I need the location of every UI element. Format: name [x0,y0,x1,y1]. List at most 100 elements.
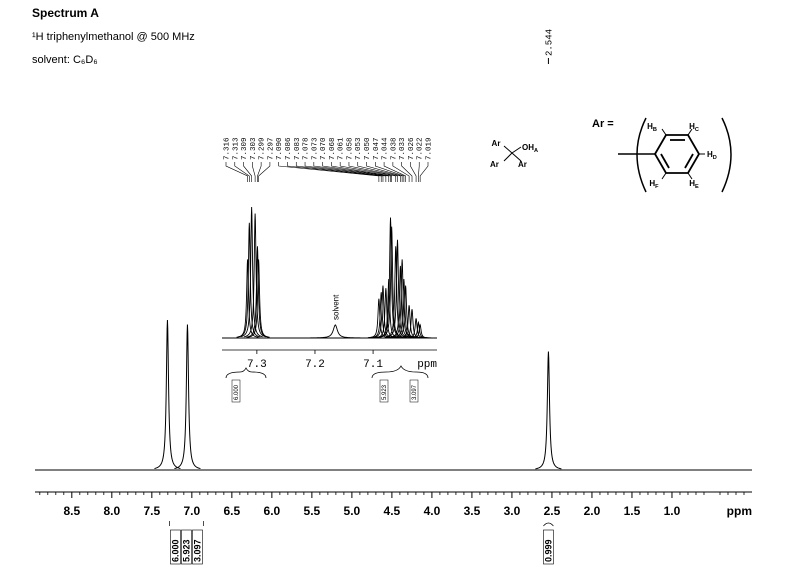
label-connector [243,162,252,182]
bond [503,152,513,162]
x-tick-label: 6.0 [264,504,281,518]
structure-label: HB [647,122,657,133]
bond [687,128,693,136]
x-tick-label: 5.0 [344,504,361,518]
double-bond [660,153,670,169]
structure-label: OHA [522,143,538,154]
inset-integral-box [409,379,419,403]
inset-peak [384,246,407,338]
label-connector [295,162,384,182]
inset-tick-label: 7.3 [247,359,267,371]
inset-peak-label: 7.083 [294,137,302,160]
inset-peak [240,206,263,338]
inset-peak-label: 7.078 [303,137,311,160]
bracket [371,365,429,379]
label-connector [418,162,420,182]
inset-peak-label: 7.047 [373,137,381,160]
title: Spectrum A [32,6,99,20]
integral-label: 0.999 [543,539,553,562]
x-tick-label: 6.5 [224,504,241,518]
inset-peak-label: 7.313 [232,137,240,160]
label-connector [287,162,382,182]
ar-label: Ar = [592,118,614,130]
bracket [721,117,732,193]
label-connector [252,162,256,182]
x-tick-label: 1.5 [624,504,641,518]
inset-peak-label: 7.022 [417,137,425,160]
bond [511,146,522,154]
structure-label: Ar [492,139,501,148]
inset-peak-label: 7.299 [259,137,267,160]
bond [511,152,522,162]
inset-integral-brackets [225,365,429,379]
x-axis-label: ppm [727,504,752,518]
peak-label: 2.544 [544,29,554,56]
label-connector [348,162,398,182]
inset-peak [238,222,261,338]
structure-label: Ar [490,160,499,169]
bond [661,172,667,180]
x-tick-label: 3.5 [464,504,481,518]
solvent-peak [310,324,361,339]
label-connector [375,162,405,182]
label-subscript: A [534,148,538,154]
structure-label: Ar [518,160,527,169]
x-tick-label: 7.0 [184,504,201,518]
label-subscript: E [695,184,699,190]
x-tick-label: 2.5 [544,504,561,518]
label-connector [258,162,271,182]
integral-bracket [543,522,554,527]
double-bond [684,153,694,169]
integral-bracket [169,521,204,526]
x-tick-label: 7.5 [143,504,160,518]
inset-integral-box [231,379,241,403]
label-subscript: B [653,127,657,133]
inset-peak [244,213,267,338]
label-connector [278,162,380,182]
inset-peak-label: 7.044 [382,137,390,160]
label-connector [331,162,392,182]
inset-peak-label: 7.033 [399,137,407,160]
peak [174,324,201,470]
x-tick-label: 4.5 [384,504,401,518]
inset-tick-label: 7.2 [305,359,325,371]
inset-peak [409,323,432,339]
integral-box [181,529,192,565]
label-subscript: C [695,127,699,133]
inset-peak [247,259,270,338]
bond [503,145,513,154]
label-text: OH [522,143,534,152]
label-text: H [647,122,653,131]
label-connector [257,162,262,182]
label-text: Ar [518,160,527,169]
inset-peak-label: 7.070 [320,137,328,160]
label-text: H [649,179,655,188]
label-connector [304,162,387,182]
label-connector [357,162,401,182]
bond [661,128,667,136]
inset-peak-label: 7.297 [267,137,275,160]
x-tick-label: 8.0 [103,504,120,518]
inset-axis-label: ppm [417,359,437,371]
label-subscript: F [655,184,659,190]
label-connector [383,162,406,182]
label-connector [313,162,390,182]
x-tick-label: 3.0 [504,504,521,518]
inset-peak-label: 7.026 [408,137,416,160]
structure-label: HD [707,150,717,161]
inset-tick-label: 7.1 [363,359,383,371]
peak [154,319,181,469]
inset-peak-label: 7.061 [338,137,346,160]
integral-box [192,529,203,565]
label-text: Ar [492,139,501,148]
solvent-line: solvent: C₆D₆ [32,54,98,66]
x-tick-label: 5.5 [304,504,321,518]
x-tick-label: 1.0 [664,504,681,518]
label-connector [322,162,391,182]
x-tick-label: 8.5 [63,504,80,518]
inset-peak-label: 7.086 [285,137,293,160]
structure-label: HC [689,122,699,133]
inset-peak-label: 7.303 [250,137,258,160]
